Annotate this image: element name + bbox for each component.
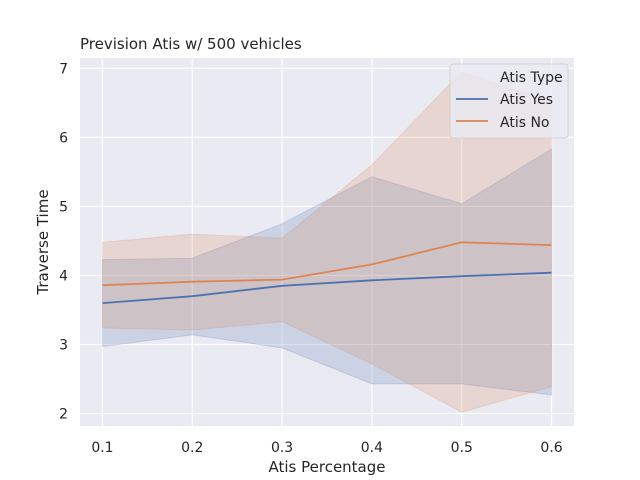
x-tick-label: 0.1 [91, 440, 113, 456]
y-tick-label: 5 [59, 199, 68, 215]
y-tick-label: 4 [59, 268, 68, 284]
legend-title: Atis Type [500, 70, 563, 86]
legend-label-atis-yes: Atis Yes [500, 92, 553, 108]
series-line-atis-no [102, 241, 552, 287]
y-tick-label: 7 [59, 61, 68, 77]
chart-title: Prevision Atis w/ 500 vehicles [80, 35, 302, 53]
series-lines [102, 241, 552, 304]
y-tick-label: 6 [59, 130, 68, 146]
y-tick-labels: 2 3 4 5 6 7 [59, 61, 68, 422]
confidence-band-atis-no [102, 71, 552, 413]
x-tick-labels: 0.1 0.2 0.3 0.4 0.5 0.6 [91, 440, 562, 456]
y-tick-label: 2 [59, 407, 68, 423]
x-axis-label: Atis Percentage [268, 458, 385, 476]
x-tick-label: 0.5 [451, 440, 473, 456]
y-axis-label: Traverse Time [34, 189, 52, 295]
legend: Atis Type Atis Yes Atis No [449, 63, 569, 139]
x-tick-label: 0.4 [361, 440, 383, 456]
y-tick-label: 3 [59, 338, 68, 354]
series-line-atis-yes [102, 271, 552, 304]
x-tick-label: 0.6 [540, 440, 562, 456]
legend-label-atis-no: Atis No [500, 115, 550, 131]
legend-box [449, 63, 569, 139]
x-tick-label: 0.3 [271, 440, 293, 456]
x-tick-label: 0.2 [181, 440, 203, 456]
